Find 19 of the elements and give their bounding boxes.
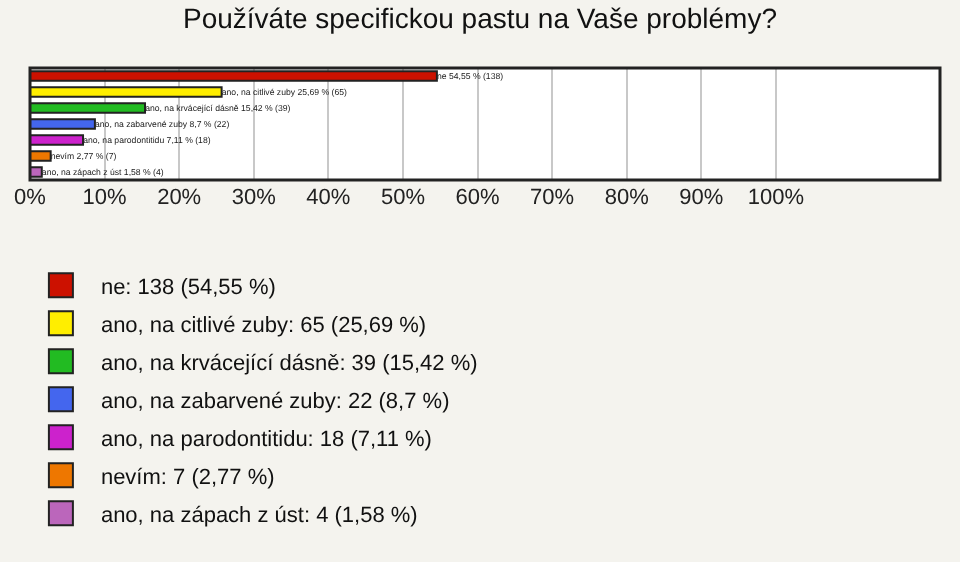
legend-label: ano, na zabarvené zuby: 22 (8,7 %) <box>100 389 450 414</box>
legend-label: ano, na krvácející dásně: 39 (15,42 %) <box>100 351 478 376</box>
legend-label: ano, na zápach z úst: 4 (1,58 %) <box>100 503 418 528</box>
legend-label: ano, na citlivé zuby: 65 (25,69 %) <box>100 313 427 338</box>
x-tick-label: 80% <box>604 186 650 210</box>
x-tick-label: 0% <box>14 186 47 210</box>
x-tick-label: 50% <box>380 186 426 210</box>
chart-title: Používáte specifickou pastu na Vaše problémy? <box>182 2 778 35</box>
x-tick-label: 20% <box>157 186 202 210</box>
x-tick-label: 100% <box>747 186 805 210</box>
x-tick-label: 30% <box>231 186 277 210</box>
x-tick-label: 40% <box>306 186 351 210</box>
x-tick-label: 90% <box>679 186 724 210</box>
legend-label: nevím: 7 (2,77 %) <box>100 465 275 490</box>
x-tick-label: 60% <box>455 186 500 210</box>
x-tick-label: 70% <box>530 186 575 210</box>
legend-label: ne: 138 (54,55 %) <box>100 275 276 300</box>
legend-label: ano, na parodontitidu: 18 (7,11 %) <box>100 427 432 452</box>
x-tick-label: 10% <box>82 186 128 210</box>
